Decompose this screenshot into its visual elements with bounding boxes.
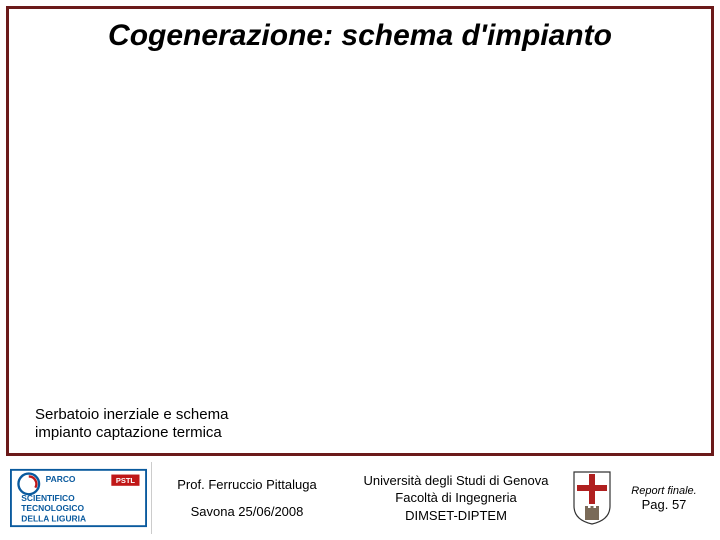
meta-block: Report finale. Pag. 57 [614,462,714,534]
slide-frame: Cogenerazione: schema d'impianto Serbato… [6,6,714,456]
author-name: Prof. Ferruccio Pittaluga [177,477,316,492]
author-block: Prof. Ferruccio Pittaluga Savona 25/06/2… [152,462,342,534]
logo-line4: DELLA LIGURIA [21,513,86,523]
page-number: Pag. 57 [642,497,687,512]
caption-line-1: Serbatoio inerziale e schema [35,406,228,425]
caption-line-2: impianto captazione termica [35,424,228,443]
logo-line1: PARCO [46,474,76,484]
page-n: 57 [672,497,686,512]
park-logo-svg: PSTL PARCO SCIENTIFICO TECNOLOGICO DELLA… [10,467,147,529]
genova-shield [570,462,614,534]
department-name: DIMSET-DIPTEM [405,507,507,525]
university-block: Università degli Studi di Genova Facoltà… [342,462,570,534]
logo-line2: SCIENTIFICO [21,493,75,503]
slide-title: Cogenerazione: schema d'impianto [9,9,711,54]
university-name: Università degli Studi di Genova [364,472,549,490]
page-prefix: Pag. [642,497,672,512]
shield-icon [572,470,612,526]
logo-line3: TECNOLOGICO [21,503,84,513]
figure-caption: Serbatoio inerziale e schema impianto ca… [35,406,228,444]
svg-text:PSTL: PSTL [116,476,136,485]
report-label: Report finale. [631,485,696,497]
place-date: Savona 25/06/2008 [191,504,304,519]
park-logo: PSTL PARCO SCIENTIFICO TECNOLOGICO DELLA… [6,462,152,534]
faculty-name: Facoltà di Ingegneria [395,489,516,507]
footer: PSTL PARCO SCIENTIFICO TECNOLOGICO DELLA… [6,462,714,534]
